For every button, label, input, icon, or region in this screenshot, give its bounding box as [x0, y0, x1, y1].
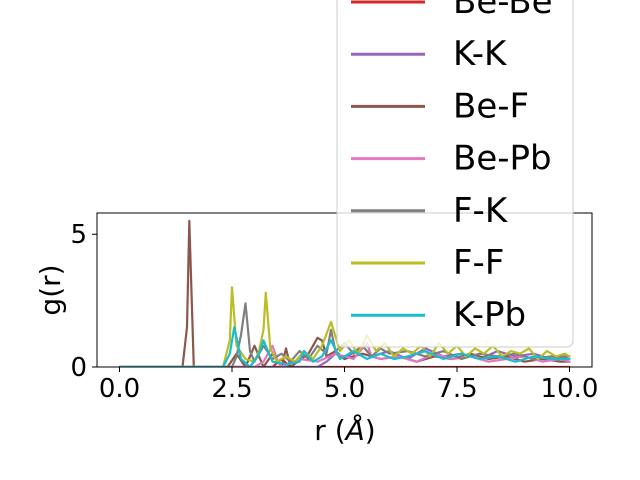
legend-label: F-F — [453, 243, 504, 283]
x-tick-label: 2.5 — [211, 374, 252, 404]
legend-label: K-Pb — [453, 295, 526, 335]
x-tick-label: 0.0 — [99, 374, 140, 404]
series-layer — [118, 219, 571, 367]
series-line-k-pb — [118, 326, 571, 367]
x-tick-label: 7.5 — [436, 374, 477, 404]
series-line-be-f — [118, 219, 571, 367]
legend-label: Be-Be — [453, 0, 553, 22]
legend: Be-Be K-K Be-F Be-Pb F-K F-F K-Pb — [336, 0, 574, 348]
x-axis-label-close: ) — [365, 414, 376, 447]
legend-label: K-K — [453, 34, 508, 74]
legend-label: Be-Pb — [453, 139, 552, 179]
legend-label: F-K — [453, 191, 509, 231]
legend-label: Be-F — [453, 86, 529, 126]
y-tick-label: 5 — [70, 220, 87, 250]
x-tick-label: 5.0 — [324, 374, 365, 404]
x-tick-label: 10.0 — [541, 374, 599, 404]
x-axis-label-unit: Å — [344, 413, 365, 447]
x-axis-label: r (Å) — [314, 413, 375, 447]
legend-frame — [336, 0, 574, 348]
x-axis-label-main: r ( — [314, 414, 345, 447]
y-tick-label: 0 — [70, 353, 87, 383]
legend-entries: Be-Be K-K Be-F Be-Pb F-K F-F K-Pb — [351, 0, 553, 335]
series-line-f-f — [118, 286, 571, 367]
y-axis-label: g(r) — [34, 264, 67, 315]
tick-layer: 0.0 2.5 5.0 7.5 10.0 0 5 — [70, 220, 598, 404]
